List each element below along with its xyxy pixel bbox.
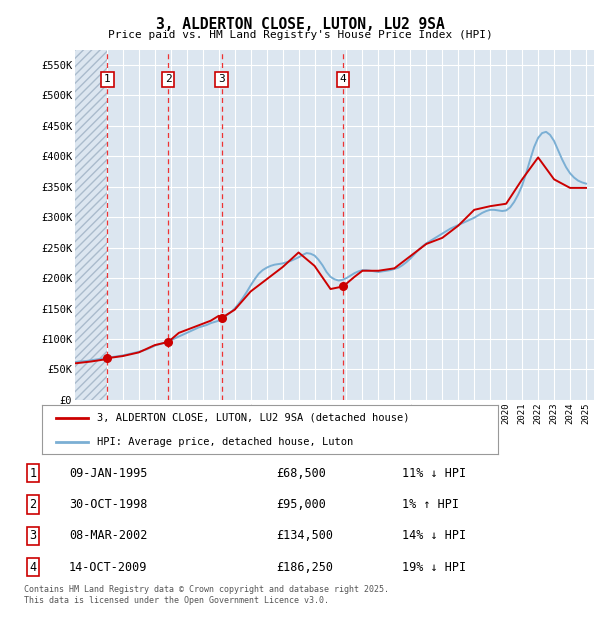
Text: 1: 1: [29, 467, 37, 480]
Bar: [75, 50, 107, 400]
Text: 11% ↓ HPI: 11% ↓ HPI: [402, 467, 466, 480]
Text: £68,500: £68,500: [276, 467, 326, 480]
Text: 19% ↓ HPI: 19% ↓ HPI: [402, 560, 466, 574]
Text: £186,250: £186,250: [276, 560, 333, 574]
Text: £134,500: £134,500: [276, 529, 333, 542]
Text: 4: 4: [340, 74, 346, 84]
Text: 3, ALDERTON CLOSE, LUTON, LU2 9SA: 3, ALDERTON CLOSE, LUTON, LU2 9SA: [155, 17, 445, 32]
Text: 3, ALDERTON CLOSE, LUTON, LU2 9SA (detached house): 3, ALDERTON CLOSE, LUTON, LU2 9SA (detac…: [97, 412, 409, 423]
Text: 4: 4: [29, 560, 37, 574]
Text: 14% ↓ HPI: 14% ↓ HPI: [402, 529, 466, 542]
Text: Price paid vs. HM Land Registry's House Price Index (HPI): Price paid vs. HM Land Registry's House …: [107, 30, 493, 40]
Text: 2: 2: [29, 498, 37, 511]
Text: 14-OCT-2009: 14-OCT-2009: [69, 560, 148, 574]
Text: £95,000: £95,000: [276, 498, 326, 511]
Text: 3: 3: [29, 529, 37, 542]
Text: 09-JAN-1995: 09-JAN-1995: [69, 467, 148, 480]
Text: 2: 2: [165, 74, 172, 84]
Text: 30-OCT-1998: 30-OCT-1998: [69, 498, 148, 511]
Text: HPI: Average price, detached house, Luton: HPI: Average price, detached house, Luto…: [97, 436, 353, 447]
Text: 1% ↑ HPI: 1% ↑ HPI: [402, 498, 459, 511]
Text: 1: 1: [104, 74, 111, 84]
Text: Contains HM Land Registry data © Crown copyright and database right 2025.
This d: Contains HM Land Registry data © Crown c…: [24, 585, 389, 604]
Text: 3: 3: [218, 74, 225, 84]
Text: 08-MAR-2002: 08-MAR-2002: [69, 529, 148, 542]
